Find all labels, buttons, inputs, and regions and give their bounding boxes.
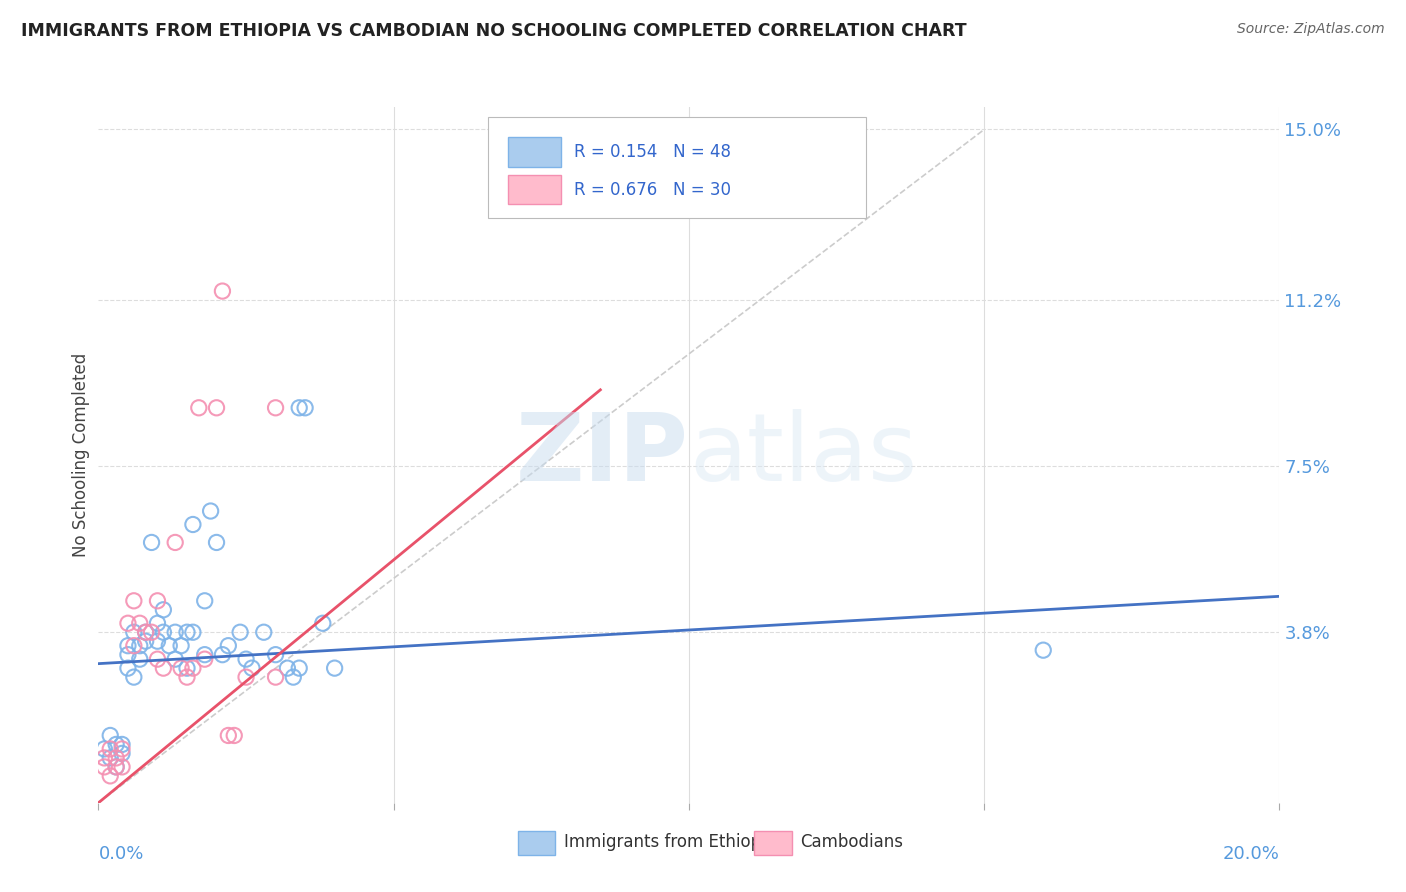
Text: atlas: atlas <box>689 409 917 501</box>
Point <box>111 742 134 756</box>
Point <box>264 670 287 684</box>
Bar <box>754 830 792 855</box>
Point <box>288 401 311 415</box>
Point <box>170 661 193 675</box>
Point <box>157 639 180 653</box>
Point <box>93 751 115 765</box>
Bar <box>508 137 561 167</box>
Point <box>194 648 217 662</box>
Point <box>288 661 311 675</box>
Point <box>264 401 287 415</box>
Point <box>176 625 198 640</box>
Point <box>105 760 128 774</box>
Point <box>122 639 145 653</box>
Point <box>146 594 169 608</box>
Bar <box>517 830 555 855</box>
Point <box>187 401 209 415</box>
Point <box>122 594 145 608</box>
FancyBboxPatch shape <box>488 118 866 219</box>
Point <box>312 616 335 631</box>
Text: 0.0%: 0.0% <box>98 845 143 863</box>
Point <box>264 648 287 662</box>
Point <box>200 504 222 518</box>
Point <box>217 639 239 653</box>
Point <box>135 625 157 640</box>
Point <box>152 661 174 675</box>
Point <box>98 742 121 756</box>
Point <box>205 535 228 549</box>
Point <box>211 648 233 662</box>
Point <box>105 751 128 765</box>
Point <box>194 652 217 666</box>
Text: R = 0.676   N = 30: R = 0.676 N = 30 <box>575 180 731 199</box>
Point <box>98 769 121 783</box>
Point <box>205 401 228 415</box>
Point <box>152 625 174 640</box>
Point <box>1032 643 1054 657</box>
Point <box>111 738 134 752</box>
Text: Immigrants from Ethiopia: Immigrants from Ethiopia <box>564 833 776 852</box>
Point <box>122 670 145 684</box>
Point <box>211 284 233 298</box>
Point <box>128 639 150 653</box>
Point <box>176 670 198 684</box>
Point <box>135 625 157 640</box>
Point <box>146 616 169 631</box>
Point <box>146 634 169 648</box>
Point <box>117 661 139 675</box>
Point <box>93 742 115 756</box>
Text: R = 0.154   N = 48: R = 0.154 N = 48 <box>575 143 731 161</box>
Point <box>181 625 204 640</box>
Bar <box>508 175 561 204</box>
Point <box>135 634 157 648</box>
Point <box>253 625 276 640</box>
Point <box>235 670 257 684</box>
Point <box>181 517 204 532</box>
Point <box>229 625 252 640</box>
Text: Cambodians: Cambodians <box>800 833 903 852</box>
Point <box>224 729 246 743</box>
Point <box>98 729 121 743</box>
Point <box>117 616 139 631</box>
Point <box>276 661 298 675</box>
Point <box>128 616 150 631</box>
Text: ZIP: ZIP <box>516 409 689 501</box>
Text: IMMIGRANTS FROM ETHIOPIA VS CAMBODIAN NO SCHOOLING COMPLETED CORRELATION CHART: IMMIGRANTS FROM ETHIOPIA VS CAMBODIAN NO… <box>21 22 967 40</box>
Y-axis label: No Schooling Completed: No Schooling Completed <box>72 353 90 557</box>
Point <box>122 625 145 640</box>
Point <box>176 661 198 675</box>
Point <box>217 729 239 743</box>
Text: 20.0%: 20.0% <box>1223 845 1279 863</box>
Point <box>146 652 169 666</box>
Point <box>165 625 187 640</box>
Point <box>105 738 128 752</box>
Point <box>152 603 174 617</box>
Point <box>165 652 187 666</box>
Point <box>323 661 346 675</box>
Point <box>294 401 316 415</box>
Point <box>105 760 128 774</box>
Point <box>240 661 263 675</box>
Point <box>93 760 115 774</box>
Text: Source: ZipAtlas.com: Source: ZipAtlas.com <box>1237 22 1385 37</box>
Point <box>235 652 257 666</box>
Point <box>181 661 204 675</box>
Point <box>98 751 121 765</box>
Point <box>117 639 139 653</box>
Point <box>141 535 163 549</box>
Point <box>170 639 193 653</box>
Point <box>111 747 134 761</box>
Point <box>141 625 163 640</box>
Point <box>283 670 305 684</box>
Point <box>117 648 139 662</box>
Point <box>128 652 150 666</box>
Point <box>194 594 217 608</box>
Point <box>165 535 187 549</box>
Point <box>111 760 134 774</box>
